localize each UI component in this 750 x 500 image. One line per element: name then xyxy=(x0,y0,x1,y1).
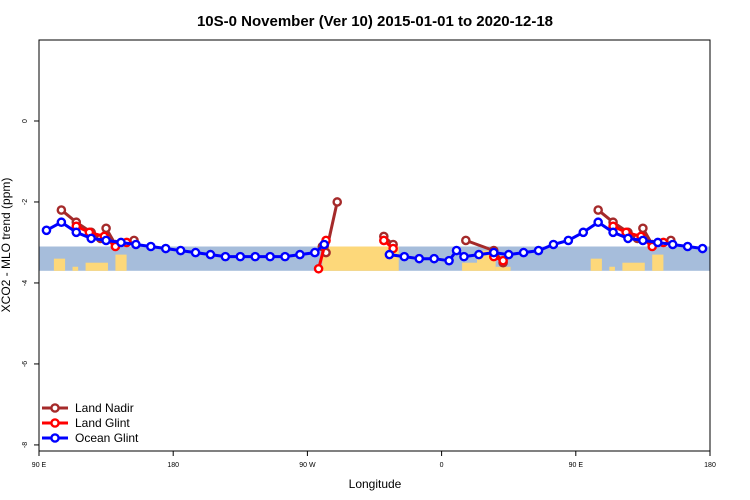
x-tick-label: 180 xyxy=(704,462,716,469)
data-point xyxy=(638,235,648,246)
data-point xyxy=(697,243,708,254)
data-point xyxy=(548,239,559,250)
data-point xyxy=(131,239,141,250)
x-tick-label: 180 xyxy=(167,462,179,469)
y-tick-label: -4 xyxy=(22,280,29,286)
data-point xyxy=(265,251,275,262)
data-point xyxy=(503,249,514,260)
data-point xyxy=(71,227,82,238)
land-mass xyxy=(652,254,664,271)
y-tick-label: -6 xyxy=(22,361,29,367)
data-point xyxy=(310,247,320,258)
data-point xyxy=(116,237,126,248)
y-axis: 0 -2 -4 -6 -8 xyxy=(22,119,39,448)
plot-frame xyxy=(38,39,711,452)
data-point xyxy=(451,245,462,256)
data-point xyxy=(533,245,544,256)
data-point xyxy=(160,243,171,254)
y-tick-label: -2 xyxy=(22,199,29,205)
series-ocean-glint xyxy=(41,217,708,266)
data-point xyxy=(518,247,529,258)
data-point xyxy=(638,223,648,234)
data-point xyxy=(384,249,395,260)
data-point xyxy=(175,245,186,256)
data-point xyxy=(56,217,67,228)
data-point xyxy=(205,249,216,260)
data-point xyxy=(101,223,111,234)
data-point xyxy=(667,239,678,250)
data-point xyxy=(250,251,261,262)
chart-title: 10S-0 November (Ver 10) 2015-01-01 to 20… xyxy=(197,13,553,30)
data-point xyxy=(474,249,484,260)
legend-item: Ocean Glint xyxy=(42,431,139,445)
data-point xyxy=(332,197,343,207)
legend-label: Ocean Glint xyxy=(75,431,139,445)
data-point xyxy=(399,251,410,262)
land-mass xyxy=(72,266,79,271)
data-point xyxy=(578,227,589,238)
land-mass xyxy=(590,258,602,271)
data-point xyxy=(593,217,603,228)
land-mass xyxy=(495,266,511,271)
legend-item: Land Nadir xyxy=(42,401,134,415)
land-mass xyxy=(115,254,127,271)
background-map-band xyxy=(39,246,710,271)
data-point xyxy=(498,255,508,266)
data-point xyxy=(319,239,329,250)
x-tick-label: 0 xyxy=(440,462,444,469)
data-point xyxy=(56,205,67,215)
data-point xyxy=(295,249,305,260)
x-tick-label: 90 E xyxy=(569,462,584,469)
data-point xyxy=(488,247,499,258)
data-point xyxy=(682,241,693,252)
data-point xyxy=(461,235,471,246)
data-point xyxy=(593,205,603,215)
land-mass xyxy=(53,258,66,271)
data-point xyxy=(220,251,231,262)
data-point xyxy=(280,251,290,262)
data-point xyxy=(101,235,111,246)
land-mass xyxy=(609,266,615,271)
land-mass xyxy=(322,246,399,271)
y-tick-label: -8 xyxy=(22,442,29,448)
data-point xyxy=(563,235,574,246)
data-point xyxy=(41,225,52,236)
land-mass xyxy=(462,262,478,271)
legend-label: Land Nadir xyxy=(75,401,134,415)
data-point xyxy=(414,253,425,264)
data-point xyxy=(429,253,439,264)
legend-marker xyxy=(50,403,60,413)
data-point xyxy=(653,237,663,248)
plot-series xyxy=(41,197,708,274)
x-tick-label: 90 E xyxy=(32,462,47,469)
data-point xyxy=(235,251,246,262)
land-mass xyxy=(622,262,645,271)
data-point xyxy=(190,247,201,258)
data-point xyxy=(623,233,633,244)
data-point xyxy=(608,227,618,238)
x-tick-label: 90 W xyxy=(299,462,316,469)
x-axis: 90 E 180 90 W 0 90 E 180 xyxy=(32,451,716,469)
data-point xyxy=(379,235,389,246)
y-tick-label: 0 xyxy=(22,119,29,123)
data-point xyxy=(313,263,324,274)
legend-item: Land Glint xyxy=(42,416,130,430)
data-point xyxy=(86,233,96,244)
data-point xyxy=(459,251,469,262)
x-axis-title: Longitude xyxy=(349,477,402,491)
legend-marker xyxy=(50,433,60,443)
data-point xyxy=(146,241,156,252)
data-point xyxy=(444,255,454,266)
legend-label: Land Glint xyxy=(75,416,130,430)
y-axis-title: XCO2 - MLO trend (ppm) xyxy=(0,178,13,313)
land-mass xyxy=(85,262,108,271)
legend-marker xyxy=(50,418,60,428)
